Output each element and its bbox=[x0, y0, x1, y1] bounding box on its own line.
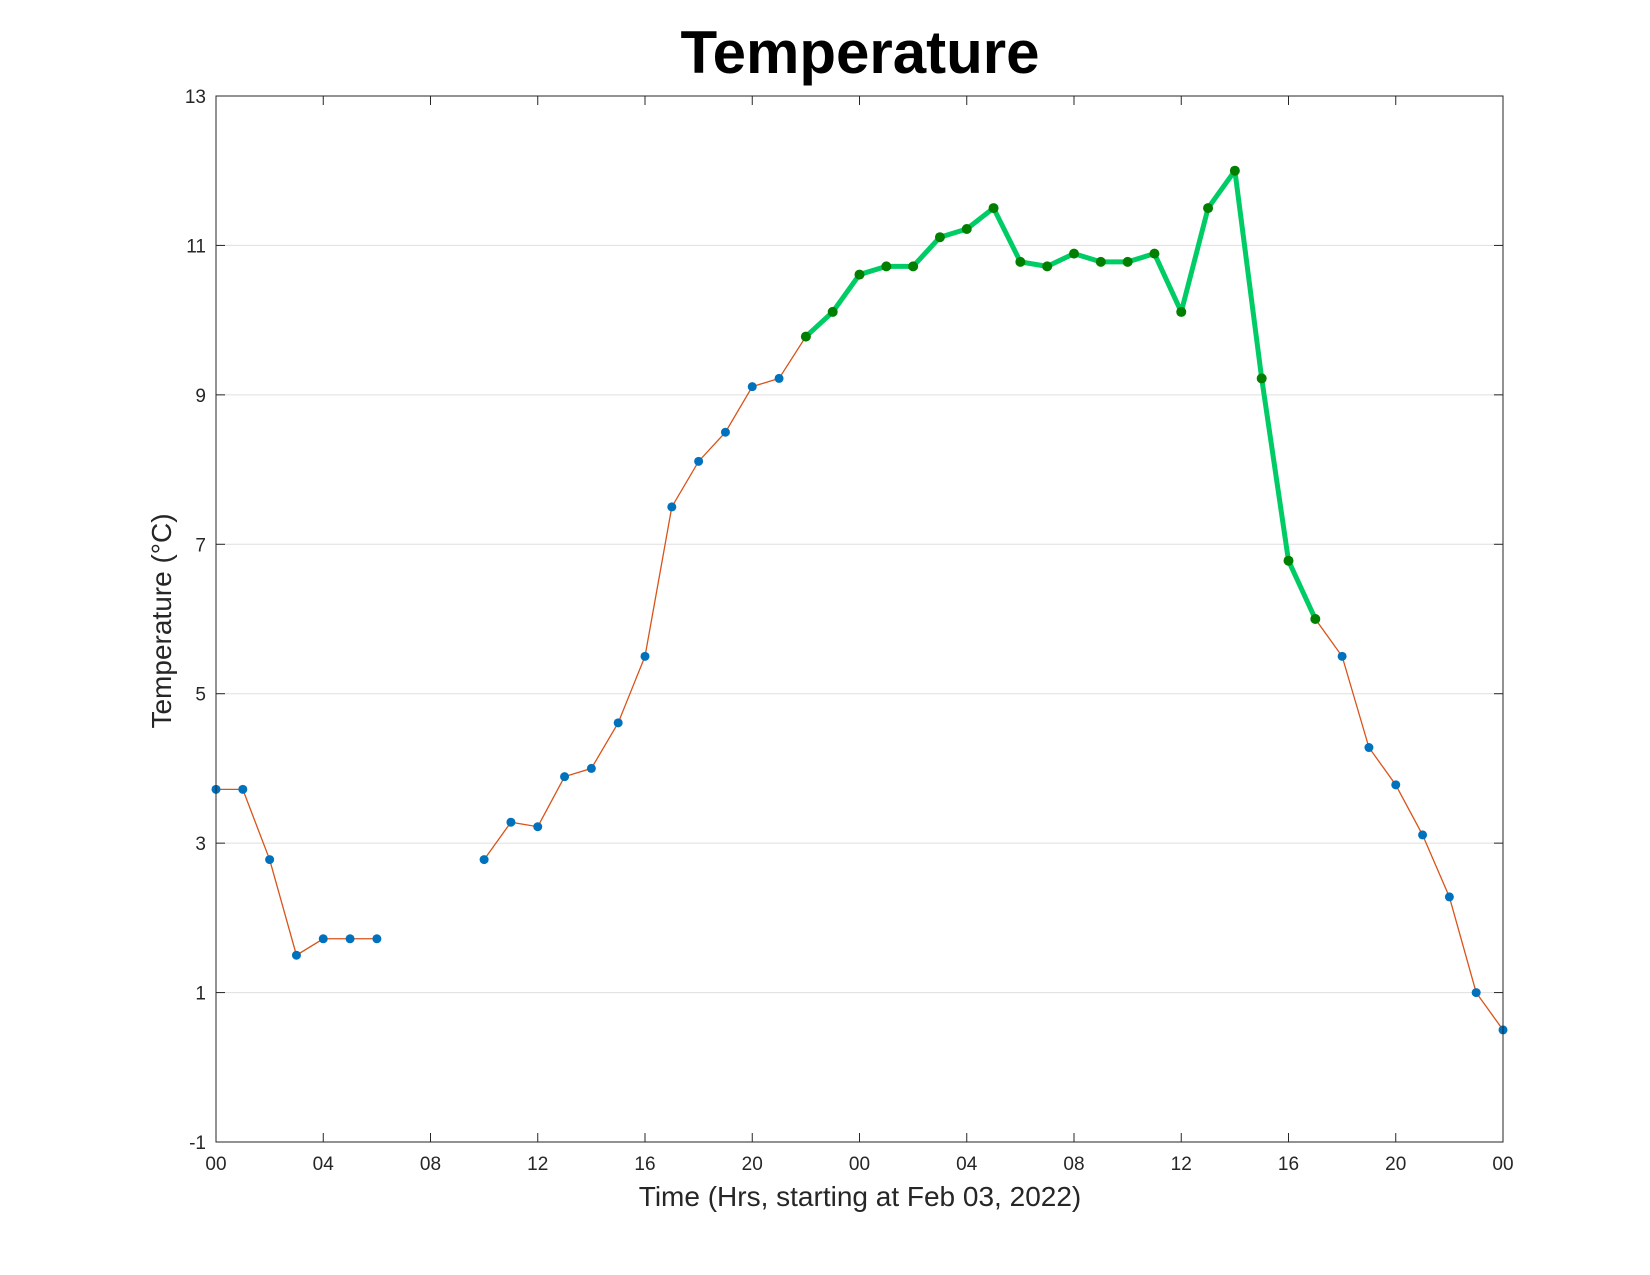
highlight-point bbox=[800, 331, 811, 342]
highlight-point bbox=[827, 306, 838, 317]
highlight-point bbox=[1176, 306, 1187, 317]
highlight-point bbox=[1229, 165, 1240, 176]
highlight-point bbox=[1122, 256, 1133, 267]
highlight-point bbox=[881, 261, 892, 272]
data-point bbox=[318, 934, 328, 944]
plot-area-frame bbox=[215, 95, 1504, 1143]
data-point bbox=[1418, 830, 1428, 840]
data-point bbox=[372, 934, 382, 944]
highlight-point bbox=[934, 232, 945, 243]
series-all-readings bbox=[211, 166, 1508, 1035]
data-point bbox=[586, 763, 596, 773]
highlight-point bbox=[1203, 203, 1214, 214]
data-point bbox=[640, 651, 650, 661]
highlight-point bbox=[1042, 261, 1053, 272]
series-highlighted-period bbox=[800, 165, 1321, 624]
data-point bbox=[506, 817, 516, 827]
data-point bbox=[1444, 892, 1454, 902]
data-point bbox=[774, 373, 784, 383]
data-point bbox=[345, 934, 355, 944]
data-point bbox=[479, 855, 489, 865]
y-tick-label: 1 bbox=[195, 984, 206, 1005]
highlight-point bbox=[908, 261, 919, 272]
highlight-point bbox=[1149, 248, 1160, 259]
chart-title: Temperature bbox=[680, 19, 1039, 86]
x-tick-label: 00 bbox=[849, 1154, 870, 1175]
series-line-segment bbox=[483, 168, 1504, 1031]
y-tick-label: 9 bbox=[195, 386, 206, 407]
x-tick-label: 12 bbox=[527, 1154, 548, 1175]
data-point bbox=[694, 456, 704, 466]
y-tick-label: 13 bbox=[185, 87, 206, 108]
data-point bbox=[720, 427, 730, 437]
data-point bbox=[667, 502, 677, 512]
data-point bbox=[1364, 743, 1374, 753]
x-tick-label: 00 bbox=[1492, 1154, 1513, 1175]
highlight-point bbox=[1095, 256, 1106, 267]
x-tick-label: 16 bbox=[1278, 1154, 1299, 1175]
highlight-point bbox=[1015, 256, 1026, 267]
grid-lines bbox=[216, 244, 1503, 994]
data-point bbox=[1391, 780, 1401, 790]
x-tick-label: 08 bbox=[1063, 1154, 1084, 1175]
x-tick-label: 08 bbox=[420, 1154, 441, 1175]
y-tick-label: 5 bbox=[195, 685, 206, 706]
x-tick-label: 20 bbox=[742, 1154, 763, 1175]
data-point bbox=[613, 718, 623, 728]
highlight-point bbox=[854, 269, 865, 280]
y-tick-label: -1 bbox=[189, 1133, 206, 1154]
x-axis-label: Time (Hrs, starting at Feb 03, 2022) bbox=[639, 1181, 1081, 1212]
x-tick-label: 04 bbox=[313, 1154, 335, 1175]
x-tick-label: 20 bbox=[1385, 1154, 1406, 1175]
data-point bbox=[265, 855, 275, 865]
data-point bbox=[238, 784, 248, 794]
highlight-point bbox=[1256, 373, 1267, 384]
y-tick-label: 3 bbox=[195, 834, 206, 855]
x-tick-label: 00 bbox=[205, 1154, 226, 1175]
data-point bbox=[291, 950, 301, 960]
data-point bbox=[533, 822, 543, 832]
data-point bbox=[560, 772, 570, 782]
y-tick-label: 11 bbox=[186, 236, 206, 257]
y-tick-label: 7 bbox=[195, 535, 206, 556]
highlight-point bbox=[961, 223, 972, 234]
highlight-point bbox=[1283, 555, 1294, 566]
series-line-segment bbox=[216, 788, 377, 957]
highlight-point bbox=[1069, 248, 1079, 259]
x-tick-label: 16 bbox=[634, 1154, 655, 1175]
x-tick-label: 12 bbox=[1171, 1154, 1192, 1175]
x-tick-label: 04 bbox=[956, 1154, 978, 1175]
highlight-point bbox=[1310, 614, 1321, 624]
highlight-point bbox=[988, 203, 999, 214]
data-point bbox=[1337, 651, 1347, 661]
y-axis-label: Temperature (°C) bbox=[146, 513, 177, 728]
data-point bbox=[1471, 988, 1481, 998]
data-point bbox=[747, 382, 757, 392]
